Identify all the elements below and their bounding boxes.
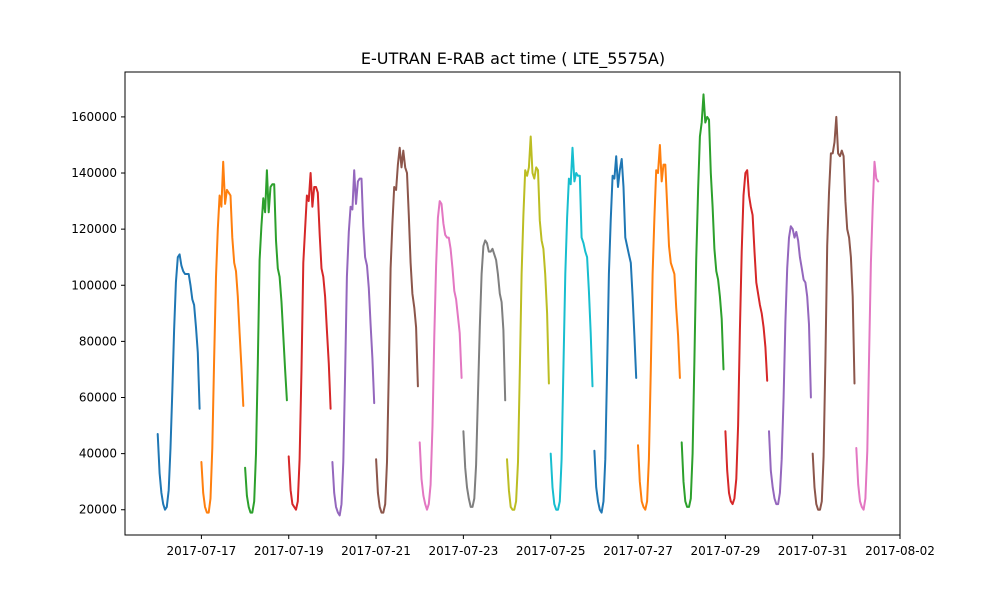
y-tick-label: 120000 xyxy=(71,222,117,236)
y-tick-label: 80000 xyxy=(79,334,117,348)
x-tick-label: 2017-07-23 xyxy=(429,544,499,558)
series-line-8 xyxy=(462,239,507,508)
series-line-10 xyxy=(549,146,594,511)
chart-title: E-UTRAN E-RAB act time ( LTE_5575A) xyxy=(361,49,665,69)
series-line-7 xyxy=(418,200,463,511)
y-tick-label: 160000 xyxy=(71,110,117,124)
x-tick-label: 2017-07-27 xyxy=(603,544,673,558)
x-tick-label: 2017-07-19 xyxy=(254,544,324,558)
y-axis: 20000 40000 60000 80000 100000 120000 140000 16… xyxy=(71,110,125,517)
axes-frame xyxy=(124,71,901,536)
series-line-3 xyxy=(244,169,288,514)
y-tick-label: 60000 xyxy=(79,391,117,405)
series-line-16 xyxy=(811,115,856,511)
series-line-1 xyxy=(156,253,201,511)
plot-area xyxy=(156,93,880,517)
series-line-4 xyxy=(287,172,332,511)
series-line-15 xyxy=(768,225,812,506)
series-line-13 xyxy=(680,93,725,508)
x-axis: 2017-07-17 2017-07-19 2017-07-21 2017-07-23… xyxy=(167,535,935,558)
y-tick-label: 140000 xyxy=(71,166,117,180)
x-tick-label: 2017-07-25 xyxy=(516,544,586,558)
y-tick-label: 20000 xyxy=(79,503,117,517)
x-tick-label: 2017-07-29 xyxy=(690,544,760,558)
x-tick-label: 2017-07-31 xyxy=(778,544,848,558)
series-line-12 xyxy=(637,144,681,511)
series-line-6 xyxy=(375,146,419,514)
series-line-14 xyxy=(724,169,769,506)
series-line-11 xyxy=(593,155,638,514)
series-line-9 xyxy=(506,135,550,511)
series-line-5 xyxy=(331,169,376,517)
series-line-2 xyxy=(200,160,245,514)
series-line-17 xyxy=(855,160,880,511)
x-tick-label: 2017-07-21 xyxy=(341,544,411,558)
y-tick-label: 40000 xyxy=(79,447,117,461)
y-tick-label: 100000 xyxy=(71,278,117,292)
x-tick-label: 2017-07-17 xyxy=(167,544,237,558)
x-tick-label: 2017-08-02 xyxy=(865,544,935,558)
